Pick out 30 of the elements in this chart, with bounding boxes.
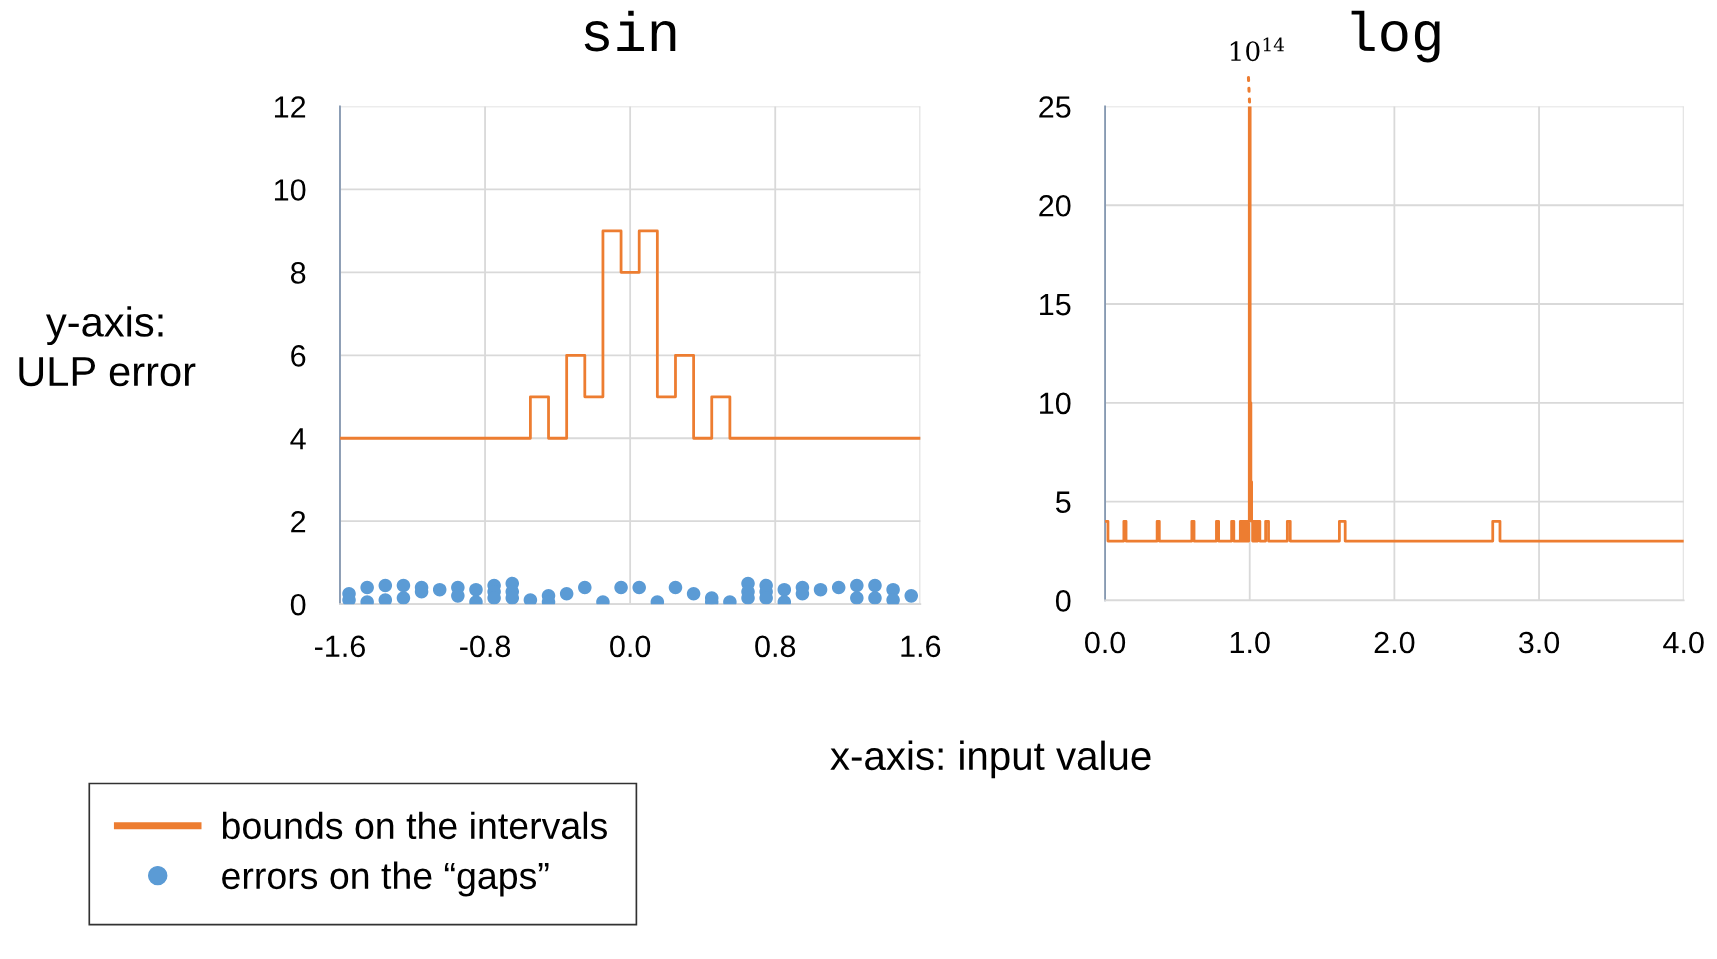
y-tick-label: 10 [274, 179, 306, 201]
x-tick-label: 3.0 [1518, 631, 1560, 654]
y-tick-label: 5 [1055, 491, 1071, 513]
x-tick-label: -1.6 [315, 635, 365, 658]
y-tick-label: 4 [290, 428, 306, 450]
y-axis-title: y-axis: ULP error [19, 306, 196, 387]
x-tick-label: 4.0 [1663, 631, 1704, 654]
legend-label: errors on the “gaps” [222, 861, 549, 897]
x-tick-label: -0.8 [460, 635, 511, 658]
chart-title: sin [584, 10, 676, 52]
y-tick-label: 2 [291, 510, 306, 533]
y-tick-label: 12 [274, 96, 306, 118]
legend-label: bounds on the intervals [222, 811, 607, 840]
y-tick-label: 0 [290, 593, 306, 616]
y-tick-label: 20 [1039, 194, 1071, 217]
x-tick-label: 2.0 [1374, 631, 1415, 654]
y-tick-label: 0 [1055, 590, 1071, 612]
x-tick-label: 0.0 [610, 635, 651, 658]
x-tick-label: 1.6 [901, 635, 941, 658]
y-tick-label: 25 [1039, 96, 1071, 118]
x-tick-label: 0.8 [755, 635, 796, 658]
y-tick-label: 10 [1040, 392, 1071, 415]
y-tick-label: 6 [291, 345, 306, 367]
y-tick-label: 8 [290, 262, 306, 284]
chart-title: log [1351, 10, 1440, 63]
y-tick-label: 15 [1040, 294, 1071, 316]
annotation: 10$^{14}$ [1230, 37, 1285, 62]
x-tick-label: 0.0 [1085, 631, 1126, 654]
x-axis-title: x-axis: input value [830, 740, 1151, 779]
x-tick-label: 1.0 [1230, 631, 1270, 654]
